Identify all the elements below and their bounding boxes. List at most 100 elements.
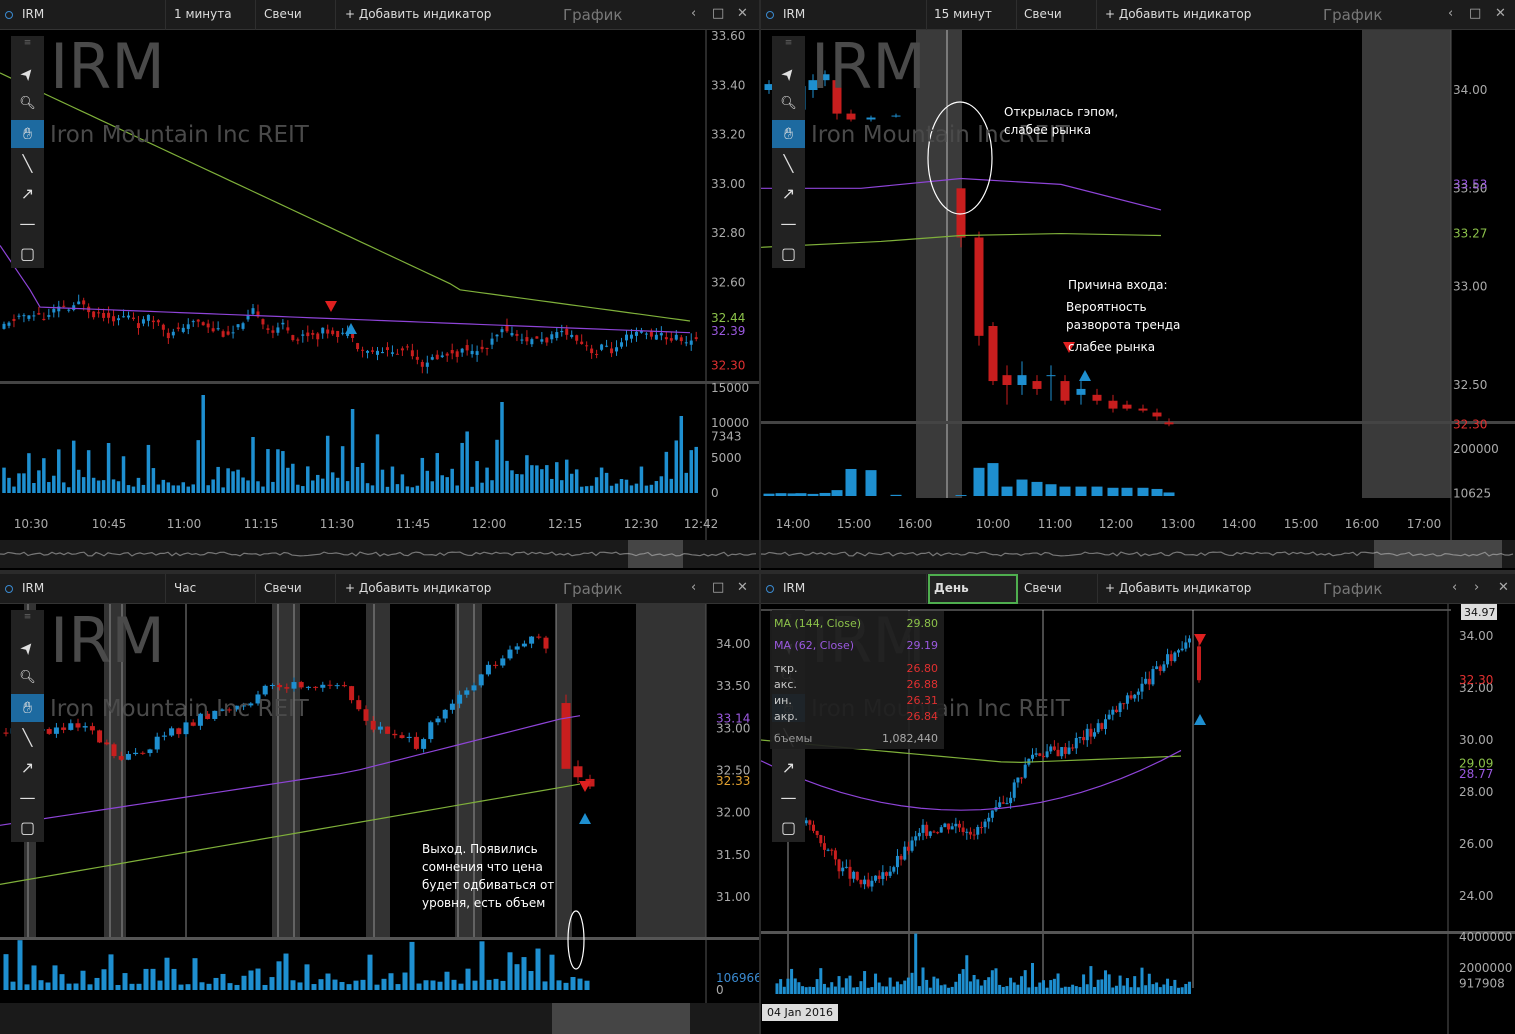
collapse-icon[interactable]: ‹ [1448,6,1454,21]
window-icon[interactable]: □ [712,580,725,595]
candle-body [866,117,876,120]
line-icon[interactable]: ╲ [22,154,33,173]
link-icon[interactable] [766,585,774,593]
arrow-icon[interactable]: ↗ [781,184,796,203]
candle-body [313,686,319,688]
candle-body [988,326,998,382]
window-icon[interactable]: □ [1469,6,1482,21]
line-icon[interactable]: ╲ [22,728,33,747]
close-icon[interactable]: ✕ [1498,580,1509,595]
chart-type-select[interactable]: Свечи [1024,581,1062,595]
rect-icon[interactable]: ▢ [780,244,797,263]
collapse-icon[interactable]: ‹ [1452,580,1458,595]
candle-body [385,347,389,351]
hand-icon[interactable]: ✋︎ [11,120,44,148]
symbol-field[interactable]: IRM [783,7,806,21]
zoom-icon[interactable]: 🔍︎ [780,96,797,111]
arrow-icon[interactable]: ↗ [781,758,796,777]
arrow-icon[interactable]: ↗ [20,758,35,777]
interval-select-active[interactable] [928,574,1018,604]
link-icon[interactable] [766,11,774,19]
time-axis-label: 11:45 [396,517,431,531]
collapse-icon[interactable]: ‹ [691,580,697,595]
price-axis-label: 33.50 [1453,181,1487,195]
volume-bar [374,984,380,990]
candle-body [874,875,878,881]
hand-icon[interactable]: ✋︎ [772,120,805,148]
close-icon[interactable]: ✕ [737,6,748,21]
volume-bar [176,485,181,493]
panel-header: IRM 1 минута Свечи + Добавить индикатор … [0,0,759,30]
window-icon[interactable]: □ [712,6,725,21]
hline-icon[interactable]: — [780,214,797,233]
volume-bar [542,981,548,990]
info-row: бъемы 1,082,440 [770,732,938,748]
candle-body [1104,719,1107,729]
link-icon[interactable] [5,585,13,593]
time-axis-label: 11:00 [167,517,202,531]
candle-body [32,315,36,317]
chart-canvas[interactable]: 33.60 33.40 33.20 33.00 32.80 32.60 32.4432.39… [0,30,759,570]
candle-body [191,321,195,323]
add-indicator-button[interactable]: + Добавить индикатор [1105,581,1252,595]
rect-icon[interactable]: ▢ [19,818,36,837]
interval-select[interactable]: День [934,581,969,595]
chart-type-select[interactable]: Свечи [264,581,302,595]
rect-icon[interactable]: ▢ [780,818,797,837]
arrow-icon[interactable]: ↗ [20,184,35,203]
link-icon[interactable] [5,11,13,19]
candle-body [1107,714,1111,720]
candle-body [156,320,160,323]
time-axis-label: 10:45 [92,517,127,531]
toolbar-grip[interactable]: ≡ [23,38,32,48]
symbol-field[interactable]: IRM [22,581,45,595]
volume-bar [435,453,440,493]
symbol-field[interactable]: IRM [22,7,45,21]
close-icon[interactable]: ✕ [1495,6,1506,21]
volume-bar [664,451,669,493]
hline-icon[interactable]: — [19,788,36,807]
volume-bar [1034,986,1038,994]
volume-bar [335,477,340,493]
price-axis-label: 32.00 [716,806,750,820]
hand-icon[interactable]: ✋︎ [11,694,44,722]
interval-select[interactable]: 15 минут [934,7,992,21]
volume-bar [1125,978,1129,994]
zoom-icon[interactable]: 🔍︎ [19,96,36,111]
toolbar-grip[interactable]: ≡ [784,38,793,48]
collapse-icon[interactable]: ‹ [691,6,697,21]
toolbar-grip[interactable]: ≡ [23,612,32,622]
rect-icon[interactable]: ▢ [19,244,36,263]
symbol-field[interactable]: IRM [783,581,806,595]
navigator-line [0,551,757,557]
interval-select[interactable]: 1 минута [174,7,232,21]
zoom-icon[interactable]: 🔍︎ [19,670,36,685]
volume-bar [1001,986,1005,994]
add-indicator-button[interactable]: + Добавить индикатор [345,7,492,21]
candle-body [939,827,943,833]
volume-bar [192,958,198,990]
window-icon[interactable]: › [1474,580,1480,595]
candle-body [125,754,131,760]
volume-bar [234,984,240,990]
candle-body [457,694,463,704]
candle-body [983,821,987,828]
candle-body [1162,664,1166,671]
chart-type-select[interactable]: Свечи [1024,7,1062,21]
candle-body [201,322,205,326]
chart-canvas[interactable]: 34.00 33.50 33.00 32.50 33.53 33.27 32.30 20000… [761,30,1515,570]
add-indicator-button[interactable]: + Добавить индикатор [1105,7,1252,21]
volume-bar [251,437,255,493]
candle-body [219,709,225,711]
chart-canvas[interactable]: 34.00 33.50 33.00 32.50 32.00 31.50 31.00 33.14… [0,604,759,1034]
chart-type-select[interactable]: Свечи [264,7,302,21]
close-icon[interactable]: ✕ [737,580,748,595]
add-indicator-button[interactable]: + Добавить индикатор [345,581,492,595]
hline-icon[interactable]: — [780,788,797,807]
candle-body [1023,764,1027,778]
hline-icon[interactable]: — [19,214,36,233]
line-icon[interactable]: ╲ [783,154,794,173]
volume-bar [472,980,478,990]
interval-select[interactable]: Час [174,581,197,595]
candle-body [936,832,940,834]
